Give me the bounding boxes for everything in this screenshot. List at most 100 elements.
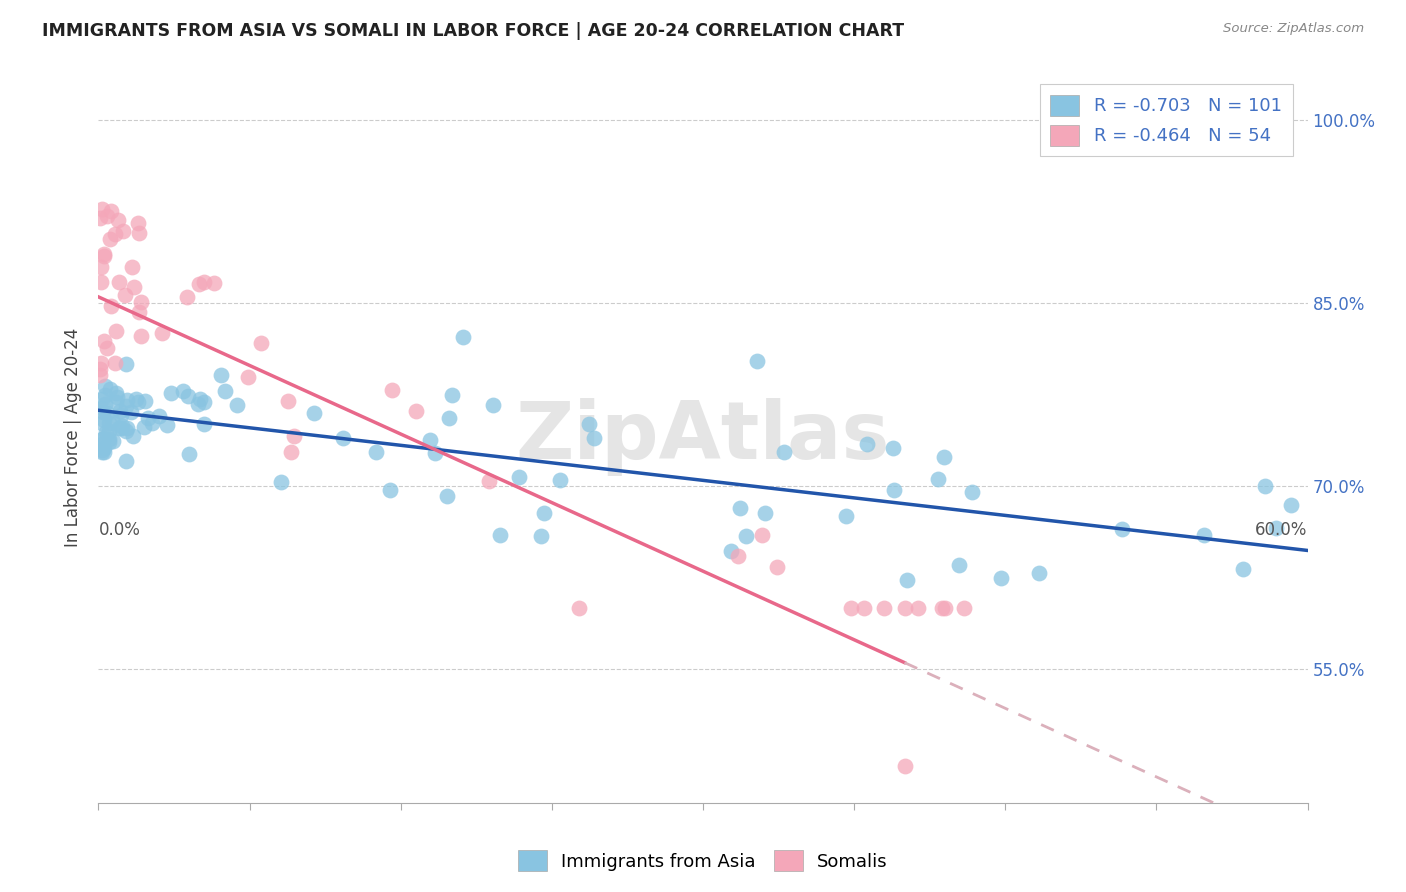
Point: [751, 528, 773, 542]
Point: [873, 600, 896, 615]
Point: [530, 529, 553, 543]
Point: [107, 275, 129, 289]
Point: [423, 446, 446, 460]
Point: [110, 404, 132, 418]
Point: [948, 558, 970, 572]
Point: [583, 431, 606, 445]
Point: [907, 600, 929, 615]
Point: [93, 413, 115, 427]
Point: [754, 506, 776, 520]
Point: [110, 421, 132, 435]
Point: [489, 528, 512, 542]
Point: [728, 501, 751, 516]
Point: [953, 600, 976, 615]
Point: [188, 392, 211, 406]
Point: [1279, 498, 1302, 512]
Point: [93, 334, 115, 349]
Point: [250, 336, 273, 351]
Point: [193, 417, 215, 432]
Point: [129, 295, 152, 310]
Legend: Immigrants from Asia, Somalis: Immigrants from Asia, Somalis: [510, 843, 896, 879]
Point: [150, 326, 173, 340]
Point: [93, 249, 115, 263]
Point: [114, 357, 136, 371]
Point: [100, 299, 122, 313]
Point: [94, 425, 117, 440]
Point: [578, 417, 600, 432]
Point: [96, 209, 118, 223]
Point: [148, 409, 170, 423]
Point: [478, 474, 501, 488]
Point: [172, 384, 194, 398]
Point: [96, 406, 118, 420]
Point: [1254, 479, 1277, 493]
Point: [110, 408, 132, 422]
Point: [1232, 562, 1254, 576]
Point: [209, 368, 232, 382]
Point: [508, 470, 530, 484]
Point: [1111, 522, 1133, 536]
Point: [97, 432, 120, 446]
Point: [111, 418, 134, 433]
Point: [89, 368, 111, 382]
Point: [91, 202, 114, 217]
Point: [91, 405, 114, 419]
Point: [93, 445, 115, 459]
Point: [482, 398, 505, 412]
Point: [105, 324, 128, 338]
Point: [98, 424, 121, 438]
Point: [893, 759, 915, 773]
Point: [280, 445, 302, 459]
Point: [141, 417, 163, 431]
Point: [132, 420, 155, 434]
Point: [101, 413, 124, 427]
Point: [193, 395, 215, 409]
Point: [283, 429, 305, 443]
Point: [129, 329, 152, 343]
Point: [405, 404, 427, 418]
Point: [104, 385, 127, 400]
Point: [124, 392, 146, 407]
Point: [896, 574, 918, 588]
Text: ZipAtlas: ZipAtlas: [516, 398, 890, 476]
Point: [112, 224, 135, 238]
Point: [735, 528, 758, 542]
Point: [115, 393, 138, 408]
Point: [270, 475, 292, 489]
Point: [127, 216, 149, 230]
Point: [155, 418, 177, 433]
Point: [93, 397, 115, 411]
Point: [91, 442, 114, 457]
Point: [568, 600, 591, 615]
Point: [97, 434, 120, 449]
Point: [93, 247, 115, 261]
Point: [962, 485, 984, 500]
Point: [193, 275, 215, 289]
Point: [236, 369, 259, 384]
Point: [98, 416, 121, 430]
Point: [727, 549, 749, 563]
Point: [177, 389, 200, 403]
Point: [96, 341, 118, 355]
Point: [91, 401, 114, 415]
Point: [104, 356, 127, 370]
Point: [226, 398, 249, 412]
Point: [101, 434, 124, 448]
Point: [127, 394, 149, 409]
Point: [89, 362, 111, 376]
Point: [91, 444, 114, 458]
Point: [1028, 566, 1050, 581]
Point: [90, 260, 112, 274]
Point: [772, 444, 794, 458]
Text: Source: ZipAtlas.com: Source: ZipAtlas.com: [1223, 22, 1364, 36]
Point: [90, 356, 112, 370]
Point: [439, 410, 461, 425]
Point: [378, 483, 401, 497]
Point: [1264, 521, 1286, 535]
Point: [128, 304, 150, 318]
Point: [853, 600, 876, 615]
Point: [202, 276, 225, 290]
Point: [98, 232, 121, 246]
Point: [277, 394, 299, 409]
Point: [883, 483, 905, 497]
